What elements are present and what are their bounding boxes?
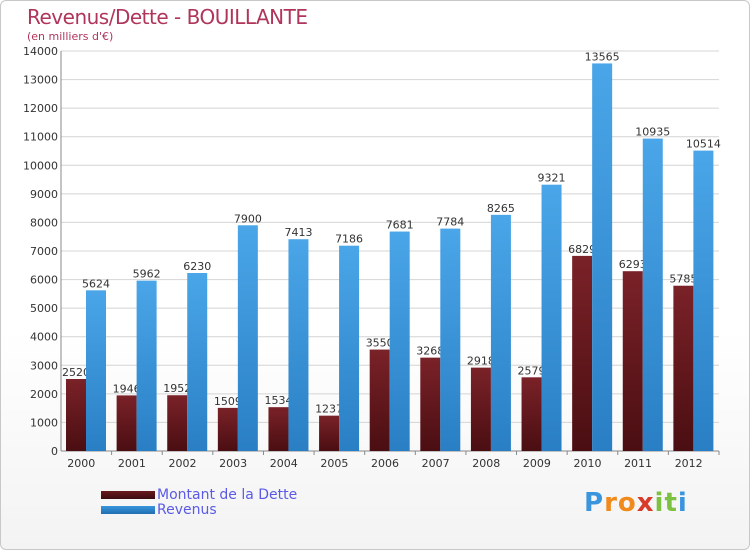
bar-revenue xyxy=(592,63,613,452)
x-tick-label: 2011 xyxy=(624,457,652,470)
x-tick-label: 2005 xyxy=(320,457,348,470)
data-label-revenue: 8265 xyxy=(487,202,515,215)
bar-revenue xyxy=(642,138,663,452)
logo-letter: i xyxy=(654,488,665,518)
logo-letter: x xyxy=(636,488,655,518)
chart-subtitle: (en milliers d'€) xyxy=(27,30,114,43)
data-label-revenue: 7186 xyxy=(335,233,363,246)
y-tick-label: 9000 xyxy=(30,188,58,201)
data-label-revenue: 7784 xyxy=(436,216,464,229)
y-tick-label: 0 xyxy=(51,445,58,458)
bar-chart: 0 1000 2000 3000 4000 5000 6000 7000 8000 9000 100… xyxy=(23,45,721,470)
x-tick-label: 2008 xyxy=(472,457,500,470)
data-label-revenue: 5624 xyxy=(82,277,110,290)
x-tick-label: 2001 xyxy=(118,457,146,470)
data-label-revenue: 7900 xyxy=(234,212,262,225)
data-label-debt: 2579 xyxy=(518,364,546,377)
data-label-debt: 3550 xyxy=(366,337,394,350)
data-label-debt: 1952 xyxy=(163,382,191,395)
data-label-debt: 5785 xyxy=(669,273,697,286)
bar-debt xyxy=(167,395,188,451)
bar-debt xyxy=(470,367,491,451)
legend-swatch-debt xyxy=(101,490,155,499)
legend-swatch-revenue xyxy=(101,505,155,514)
logo-letter: r xyxy=(604,488,618,518)
proxiti-logo: Proxiti xyxy=(584,488,688,518)
data-label-debt: 1509 xyxy=(214,395,242,408)
bar-debt xyxy=(217,407,238,451)
legend-label-revenue: Revenus xyxy=(157,501,217,518)
data-label-revenue: 13565 xyxy=(585,50,620,63)
y-tick-label: 10000 xyxy=(23,159,58,172)
bar-revenue xyxy=(237,225,258,451)
bar-debt xyxy=(420,357,441,451)
y-tick-label: 2000 xyxy=(30,388,58,401)
bar-revenue xyxy=(490,214,511,451)
y-tick-label: 14000 xyxy=(23,45,58,58)
logo-letter: P xyxy=(584,488,605,518)
legend: Montant de la Dette Revenus xyxy=(101,486,298,518)
x-tick-label: 2009 xyxy=(523,457,551,470)
data-label-revenue: 10514 xyxy=(686,138,721,151)
bar-revenue xyxy=(136,280,157,451)
bar-revenue xyxy=(339,245,360,451)
data-label-debt: 3268 xyxy=(416,345,444,358)
bar-revenue xyxy=(389,231,410,451)
x-tick-label: 2003 xyxy=(219,457,247,470)
y-tick-label: 3000 xyxy=(30,359,58,372)
bar-debt xyxy=(319,415,340,451)
logo-letter: t xyxy=(664,488,678,518)
y-tick-label: 5000 xyxy=(30,302,58,315)
data-label-revenue: 10935 xyxy=(635,126,670,139)
logo-letter: i xyxy=(677,488,688,518)
bar-revenue xyxy=(187,273,208,451)
bar-debt xyxy=(369,349,390,451)
x-tick-label: 2007 xyxy=(422,457,450,470)
data-label-revenue: 5962 xyxy=(133,268,161,281)
legend-item-debt: Montant de la Dette xyxy=(101,486,298,503)
bar-debt xyxy=(622,271,643,451)
data-label-debt: 1237 xyxy=(315,403,343,416)
bar-revenue xyxy=(86,290,106,451)
bar-debt xyxy=(66,379,86,451)
y-tick-label: 7000 xyxy=(30,245,58,258)
data-label-debt: 6293 xyxy=(619,258,647,271)
logo-letter: o xyxy=(617,488,637,518)
x-tick-label: 2000 xyxy=(67,457,95,470)
data-label-debt: 6829 xyxy=(568,243,596,256)
data-label-debt: 1534 xyxy=(264,394,292,407)
y-tick-label: 8000 xyxy=(30,216,58,229)
legend-label-debt: Montant de la Dette xyxy=(157,486,298,503)
bar-revenue xyxy=(541,184,562,451)
data-label-debt: 1946 xyxy=(113,382,141,395)
x-tick-label: 2002 xyxy=(169,457,197,470)
bar-debt xyxy=(572,255,593,451)
x-tick-label: 2012 xyxy=(675,457,703,470)
y-tick-label: 11000 xyxy=(23,131,58,144)
bar-debt xyxy=(116,395,137,451)
data-label-revenue: 6230 xyxy=(183,260,211,273)
x-tick-label: 2006 xyxy=(371,457,399,470)
bar-revenue xyxy=(693,150,714,451)
bar-debt xyxy=(673,285,694,451)
bar-revenue xyxy=(288,239,309,451)
bar-debt xyxy=(521,377,542,451)
chart-title: Revenus/Dette - BOUILLANTE xyxy=(27,5,308,29)
data-label-debt: 2520 xyxy=(62,366,90,379)
y-tick-label: 13000 xyxy=(23,74,58,87)
legend-item-revenue: Revenus xyxy=(101,501,297,518)
y-tick-label: 1000 xyxy=(30,416,58,429)
y-tick-label: 4000 xyxy=(30,331,58,344)
y-tick-label: 12000 xyxy=(23,102,58,115)
x-tick-label: 2004 xyxy=(270,457,298,470)
x-tick-label: 2010 xyxy=(573,457,601,470)
y-tick-label: 6000 xyxy=(30,274,58,287)
bar-debt xyxy=(268,407,289,451)
data-label-revenue: 9321 xyxy=(538,172,566,185)
data-label-revenue: 7413 xyxy=(284,226,312,239)
data-label-revenue: 7681 xyxy=(386,219,414,232)
bar-revenue xyxy=(440,228,461,451)
data-label-debt: 2918 xyxy=(467,355,495,368)
